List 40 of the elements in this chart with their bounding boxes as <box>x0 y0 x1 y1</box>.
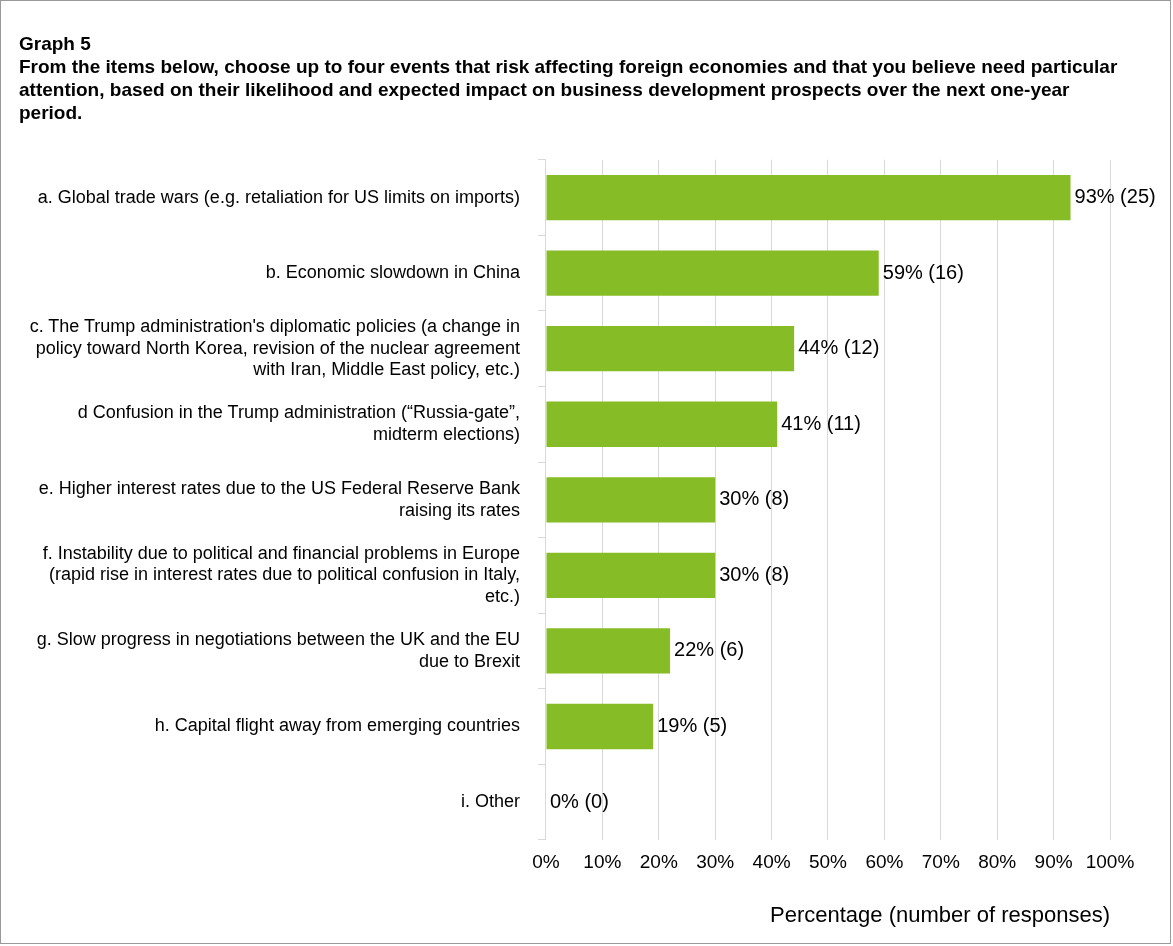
x-tick-label: 10% <box>583 851 622 873</box>
x-tick-label: 80% <box>978 851 1017 873</box>
bar <box>546 552 716 599</box>
bar <box>546 628 671 674</box>
y-tick-label: c. The Trump administration's diplomatic policies (a change in policy toward North Korea, revision of the nuclear agreement with Iran, Middle East policy, etc.) <box>29 316 520 380</box>
y-tick-label: e. Higher interest rates due to the US Federal Reserve Bank raising its rates <box>38 477 521 520</box>
x-tick-label: 40% <box>752 851 791 873</box>
bar <box>546 477 716 523</box>
bar <box>546 401 778 447</box>
bar <box>546 174 1071 221</box>
bar <box>546 250 879 296</box>
y-tick-label: a. Global trade wars (e.g. retaliation for US limits on imports) <box>37 186 520 207</box>
x-tick-label: 90% <box>1034 851 1073 873</box>
x-tick-label: 50% <box>808 851 848 873</box>
data-label: 59% (16) <box>882 260 964 283</box>
y-tick-label: b. Economic slowdown in China <box>265 262 521 283</box>
data-label: 0% (0) <box>549 789 609 812</box>
bar <box>546 703 654 750</box>
data-label: 30% (8) <box>719 562 790 585</box>
x-tick-label: 60% <box>865 851 904 873</box>
x-tick-label: 100% <box>1085 851 1135 873</box>
y-tick-label: h. Capital flight away from emerging countries <box>154 715 520 736</box>
x-tick-label: 30% <box>696 851 735 873</box>
data-label: 93% (25) <box>1074 185 1156 208</box>
data-label: 22% (6) <box>674 638 745 661</box>
y-tick-label: g. Slow progress in negotiations between the UK and the EU due to Brexit <box>36 629 520 671</box>
x-tick-label: 20% <box>639 851 678 873</box>
x-tick-label: 0% <box>532 851 560 873</box>
data-label: 41% (11) <box>781 411 861 434</box>
text: Graph 5 <box>19 33 91 55</box>
data-label: 19% (5) <box>657 713 728 736</box>
y-tick-label: d Confusion in the Trump administration (“Russia-gate”, midterm elections) <box>77 402 520 445</box>
y-tick-label: f. Instability due to political and financial problems in Europe (rapid rise in interest rates due to political confusion in Italy, etc.) <box>42 542 520 606</box>
data-label: 30% (8) <box>719 487 790 510</box>
x-axis-title: Percentage (number of responses) <box>770 901 1110 927</box>
y-tick-label: i. Other <box>460 790 520 811</box>
bar <box>546 326 795 372</box>
data-label: 44% (12) <box>798 336 880 359</box>
chart-subtitle: From the items below, choose up to four events that risk affecting foreign economies and that you believe need particular attention, based on their likelihood and expected impact on business development prospects over the next one-year period. <box>19 55 1119 124</box>
x-tick-label: 70% <box>921 851 960 873</box>
